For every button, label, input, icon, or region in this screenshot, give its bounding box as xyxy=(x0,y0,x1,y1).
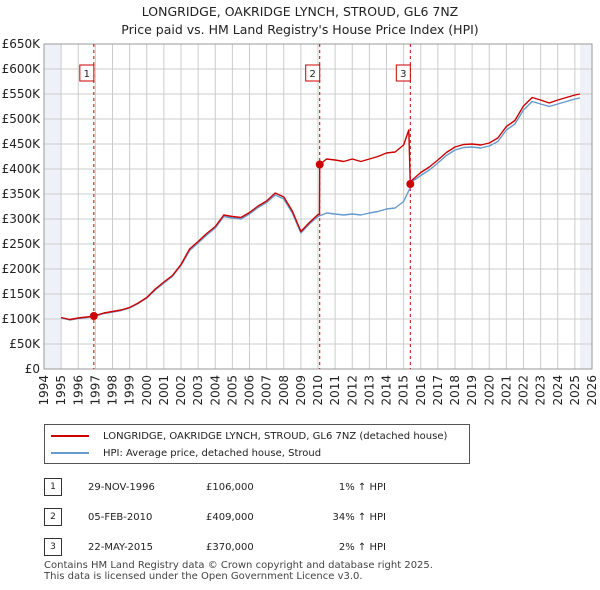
sales-table: 1 29-NOV-1996 £106,000 1% ↑ HPI 2 05-FEB… xyxy=(44,472,386,562)
y-tick-label: £200K xyxy=(2,262,42,276)
sale-point xyxy=(315,160,324,169)
y-tick-label: £400K xyxy=(2,162,42,176)
price-chart: £0 £50K £100K £150K £200K £250K £300K £350K £400… xyxy=(2,37,599,406)
table-row: 2 05-FEB-2010 £409,000 34% ↑ HPI xyxy=(44,502,386,532)
sale-label-text: 3 xyxy=(400,69,406,80)
footer-copyright: Contains HM Land Registry data © Crown c… xyxy=(44,560,433,571)
property-line-swatch xyxy=(51,435,89,437)
sale-number-badge: 3 xyxy=(44,538,62,556)
legend: LONGRIDGE, OAKRIDGE LYNCH, STROUD, GL6 7… xyxy=(44,424,470,464)
x-tick-label: 2022 xyxy=(517,375,531,406)
x-tick-label: 2021 xyxy=(499,375,513,406)
chart-subtitle: Price paid vs. HM Land Registry's House … xyxy=(121,22,479,37)
x-tick-label: 2005 xyxy=(225,375,239,406)
x-tick-label: 2015 xyxy=(397,375,411,406)
sale-point xyxy=(89,312,98,320)
legend-item-property: LONGRIDGE, OAKRIDGE LYNCH, STROUD, GL6 7… xyxy=(45,428,447,444)
x-tick-label: 2016 xyxy=(414,375,428,406)
x-tick-label: 2018 xyxy=(448,375,462,406)
legend-hpi-label: HPI: Average price, detached house, Stro… xyxy=(103,447,322,459)
y-tick-label: £150K xyxy=(2,287,42,301)
x-tick-label: 2004 xyxy=(208,375,222,406)
sale-hpi-change: 2% ↑ HPI xyxy=(338,541,386,553)
sale-date: 05-FEB-2010 xyxy=(88,511,153,523)
x-tick-label: 2014 xyxy=(380,375,394,406)
x-tick-label: 2008 xyxy=(277,375,291,406)
x-tick-label: 2017 xyxy=(431,375,445,406)
sale-label-box xyxy=(395,64,411,82)
footer: Contains HM Land Registry data © Crown c… xyxy=(44,560,433,582)
x-tick-label: 2003 xyxy=(191,375,205,406)
y-tick-label: £0 xyxy=(25,362,40,376)
y-tick-label: £350K xyxy=(2,187,42,201)
x-tick-label: 2024 xyxy=(551,375,565,406)
sale-label-box xyxy=(305,64,321,82)
y-tick-label: £300K xyxy=(2,212,42,226)
sale-price: £409,000 xyxy=(206,511,254,523)
hpi-line-swatch xyxy=(51,452,89,454)
sale-price: £370,000 xyxy=(206,541,254,553)
footer-licence: This data is licensed under the Open Gov… xyxy=(44,571,363,582)
x-tick-label: 1995 xyxy=(54,375,68,406)
x-tick-label: 2020 xyxy=(482,375,496,406)
y-tick-label: £650K xyxy=(2,37,42,51)
legend-item-hpi: HPI: Average price, detached house, Stro… xyxy=(45,445,321,461)
sale-number-badge: 2 xyxy=(44,508,62,526)
sale-number-badge: 1 xyxy=(44,478,62,496)
sale-label-text: 1 xyxy=(84,69,90,80)
sale-point xyxy=(406,180,415,188)
y-tick-label: £600K xyxy=(2,62,42,76)
x-tick-label: 2011 xyxy=(328,375,342,406)
x-tick-label: 2002 xyxy=(174,375,188,406)
sale-label-box xyxy=(79,64,95,82)
x-tick-label: 1999 xyxy=(123,375,137,406)
sale-hpi-change: 1% ↑ HPI xyxy=(338,481,386,493)
sale-price: £106,000 xyxy=(206,481,254,493)
pre-data-shade xyxy=(44,44,62,369)
plot-frame xyxy=(43,43,593,370)
legend-property-label: LONGRIDGE, OAKRIDGE LYNCH, STROUD, GL6 7… xyxy=(103,430,448,442)
property-series-line xyxy=(60,93,581,321)
x-tick-label: 2000 xyxy=(140,375,154,406)
x-tick-label: 2026 xyxy=(585,375,599,406)
x-tick-label: 2025 xyxy=(568,375,582,406)
x-tick-label: 2010 xyxy=(311,375,325,406)
x-tick-label: 1996 xyxy=(71,375,85,406)
sale-date: 29-NOV-1996 xyxy=(88,481,155,493)
x-tick-label: 2012 xyxy=(345,375,359,406)
x-tick-label: 1998 xyxy=(106,375,120,406)
y-tick-label: £450K xyxy=(2,137,42,151)
y-tick-label: £500K xyxy=(2,112,42,126)
sale-label-text: 2 xyxy=(310,69,316,80)
y-tick-label: £550K xyxy=(2,87,42,101)
table-row: 3 22-MAY-2015 £370,000 2% ↑ HPI xyxy=(44,532,386,562)
x-tick-label: 1997 xyxy=(88,375,102,406)
x-tick-label: 2006 xyxy=(243,375,257,406)
y-tick-label: £50K xyxy=(9,337,41,351)
post-data-shade xyxy=(580,44,592,369)
chart-title: LONGRIDGE, OAKRIDGE LYNCH, STROUD, GL6 7… xyxy=(141,4,459,19)
x-tick-label: 1994 xyxy=(37,375,51,406)
x-tick-label: 2023 xyxy=(534,375,548,406)
y-tick-label: £100K xyxy=(2,312,42,326)
x-tick-label: 2019 xyxy=(465,375,479,406)
sale-date: 22-MAY-2015 xyxy=(88,541,154,553)
x-tick-label: 2013 xyxy=(362,375,376,406)
y-tick-label: £250K xyxy=(2,237,42,251)
sale-hpi-change: 34% ↑ HPI xyxy=(332,511,386,523)
table-row: 1 29-NOV-1996 £106,000 1% ↑ HPI xyxy=(44,472,386,502)
x-tick-label: 2001 xyxy=(157,375,171,406)
x-tick-label: 2007 xyxy=(260,375,274,406)
x-tick-label: 2009 xyxy=(294,375,308,406)
